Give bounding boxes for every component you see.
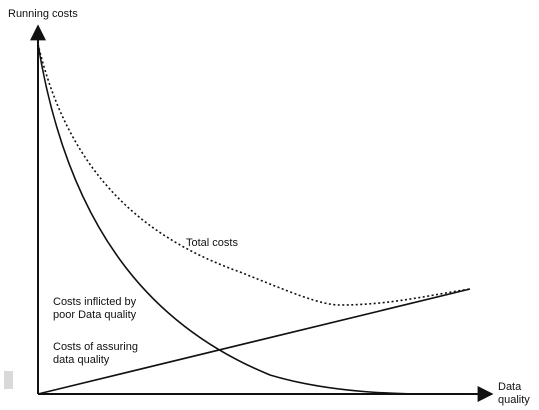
x-axis-label-line2: quality (498, 394, 530, 406)
poor-quality-cost-curve (37, 43, 461, 396)
assuring-quality-cost-label-line1: Costs of assuring (53, 341, 138, 353)
edge-mark (4, 371, 13, 389)
total-cost-curve (37, 43, 471, 306)
poor-quality-cost-label-line1: Costs inflicted by (53, 296, 137, 308)
y-axis-label: Running costs (8, 8, 78, 20)
assuring-quality-cost-label-line2: data quality (53, 354, 110, 366)
x-axis-label-line1: Data (498, 381, 522, 393)
poor-quality-cost-label-line2: poor Data quality (53, 309, 137, 321)
assuring-quality-cost-line (37, 288, 471, 395)
total-costs-label: Total costs (186, 237, 238, 249)
